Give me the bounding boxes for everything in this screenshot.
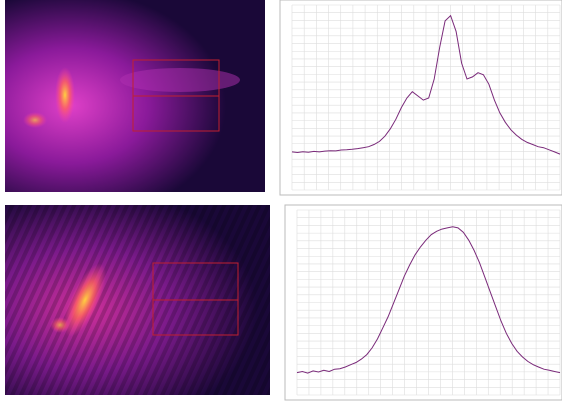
data-line: [291, 14, 561, 155]
image-top: [5, 0, 265, 192]
data-line: [296, 226, 561, 374]
image-bottom: [5, 205, 270, 395]
